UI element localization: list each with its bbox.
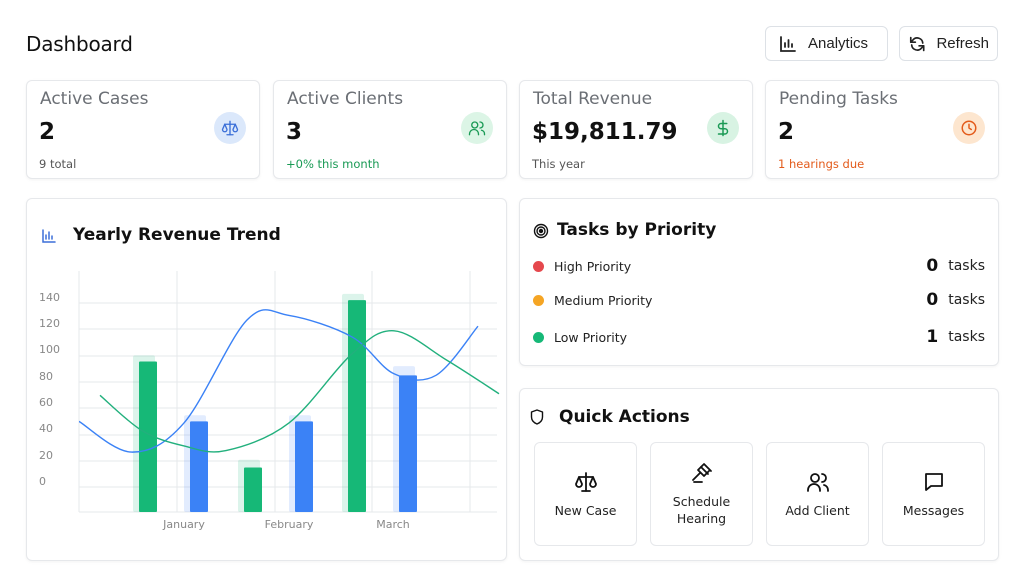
x-tick-label: March	[376, 518, 410, 531]
bar	[244, 467, 262, 512]
gavel-icon	[691, 463, 712, 483]
chart-title: Yearly Revenue Trend	[73, 225, 281, 245]
refresh-label: Refresh	[936, 35, 989, 52]
stat-subtext: 1 hearings due	[778, 157, 865, 171]
stat-subtext: 9 total	[39, 157, 77, 171]
trend-line	[79, 309, 479, 453]
stat-subtext: This year	[532, 157, 585, 171]
priority-count: 0	[926, 290, 939, 310]
y-tick-label: 60	[39, 396, 53, 409]
priority-name: High Priority	[554, 258, 632, 274]
priority-count: 0	[926, 256, 939, 276]
analytics-button[interactable]: Analytics	[765, 26, 888, 61]
trend-line	[99, 330, 500, 453]
stat-value: 3	[286, 119, 303, 145]
stat-subtext: +0% this month	[286, 157, 380, 171]
y-tick-label: 100	[39, 343, 60, 356]
stat-value: 2	[39, 119, 56, 145]
quick-actions-title: Quick Actions	[559, 407, 690, 427]
clock-icon	[961, 120, 977, 136]
message-icon	[924, 472, 943, 491]
stat-value: $19,811.79	[532, 119, 678, 145]
bar	[348, 300, 366, 512]
bar	[190, 421, 208, 512]
analytics-label: Analytics	[808, 35, 869, 52]
new-case-button[interactable]: New Case	[534, 442, 637, 546]
stat-card-total-revenue: Total Revenue $19,811.79 This year	[519, 80, 753, 179]
priority-unit: tasks	[948, 292, 985, 308]
priority-title: Tasks by Priority	[557, 220, 717, 240]
priority-unit: tasks	[948, 258, 985, 274]
stat-label: Pending Tasks	[779, 89, 898, 109]
action-label: Schedule Hearing	[672, 494, 731, 526]
bar-chart-icon	[42, 229, 56, 243]
refresh-button[interactable]: Refresh	[899, 26, 998, 61]
stat-value: 2	[778, 119, 795, 145]
bar-chart-icon	[780, 35, 796, 52]
messages-button[interactable]: Messages	[882, 442, 985, 546]
x-tick-label: January	[162, 518, 205, 531]
priority-row-medium: Medium Priority 0 tasks	[533, 290, 985, 310]
bar	[295, 421, 313, 512]
revenue-chart-card: Yearly Revenue Trend 140 120 100 80 60 40 20 0 J…	[26, 198, 507, 561]
scales-icon	[221, 120, 239, 136]
bar	[399, 375, 417, 512]
add-client-button[interactable]: Add Client	[766, 442, 869, 546]
priority-name: Low Priority	[554, 329, 628, 345]
stat-label: Total Revenue	[533, 89, 653, 109]
priority-name: Medium Priority	[554, 292, 653, 308]
users-icon	[468, 121, 486, 136]
page-title: Dashboard	[26, 32, 133, 56]
y-tick-label: 140	[39, 291, 60, 304]
stat-badge	[214, 112, 246, 144]
quick-actions-card: Quick Actions New Case Schedule Hearing …	[519, 388, 999, 561]
priority-row-high: High Priority 0 tasks	[533, 256, 985, 276]
action-label: New Case	[554, 502, 617, 518]
stat-label: Active Cases	[40, 89, 149, 109]
y-tick-label: 80	[39, 370, 53, 383]
shield-icon	[530, 409, 544, 425]
user-plus-icon	[806, 472, 829, 492]
y-tick-label: 0	[39, 475, 46, 488]
stat-badge	[461, 112, 493, 144]
y-tick-label: 40	[39, 422, 53, 435]
action-label: Messages	[902, 502, 965, 518]
stat-card-pending-tasks: Pending Tasks 2 1 hearings due	[765, 80, 999, 179]
x-tick-label: February	[265, 518, 314, 531]
priority-count: 1	[926, 327, 939, 347]
action-label: Add Client	[785, 502, 850, 518]
priority-unit: tasks	[948, 329, 985, 345]
tasks-by-priority-card: Tasks by Priority High Priority 0 tasks …	[519, 198, 999, 366]
priority-row-low: Low Priority 1 tasks	[533, 327, 985, 347]
y-tick-label: 120	[39, 317, 60, 330]
schedule-hearing-button[interactable]: Schedule Hearing	[650, 442, 753, 546]
priority-dot	[533, 260, 544, 272]
stat-label: Active Clients	[287, 89, 404, 109]
priority-dot	[533, 294, 544, 306]
y-tick-label: 20	[39, 449, 53, 462]
stat-badge	[707, 112, 739, 144]
refresh-icon	[909, 36, 925, 51]
stat-card-active-clients: Active Clients 3 +0% this month	[273, 80, 507, 179]
bar	[139, 361, 157, 512]
stat-card-active-cases: Active Cases 2 9 total	[26, 80, 260, 179]
revenue-chart: 140 120 100 80 60 40 20 0 January February March	[39, 271, 500, 531]
priority-dot	[533, 331, 544, 343]
stat-badge	[953, 112, 985, 144]
scales-icon	[574, 471, 597, 492]
dollar-icon	[717, 119, 729, 137]
target-icon	[533, 223, 549, 239]
